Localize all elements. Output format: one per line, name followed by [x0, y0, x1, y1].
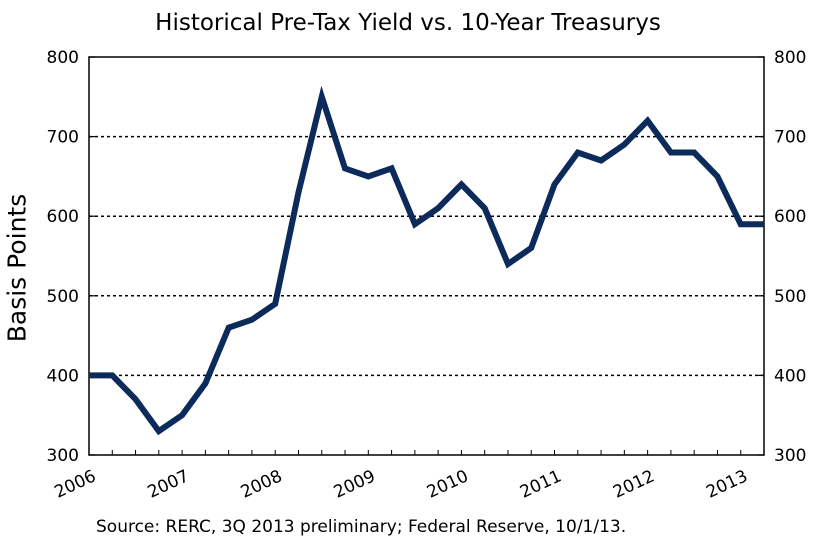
y-tick-label-left: 500: [47, 287, 79, 307]
y-ticks-left: 300 400 500 600 700 800: [47, 48, 95, 466]
y-tick-label-right: 600: [774, 207, 806, 227]
chart-title: Historical Pre-Tax Yield vs. 10-Year Tre…: [155, 10, 661, 36]
x-tick-label-2012: 2012: [610, 466, 658, 502]
y-tick-label-left: 300: [47, 446, 79, 466]
x-tick-label-2006: 2006: [52, 466, 100, 502]
series-line-0: [89, 85, 764, 436]
y-tick-label-left: 800: [47, 48, 79, 68]
x-tick-label-2010: 2010: [424, 466, 472, 502]
x-tick-label-2013: 2013: [703, 466, 751, 502]
x-tick-label-2009: 2009: [331, 466, 379, 502]
x-tick-label-2008: 2008: [238, 466, 286, 502]
y-tick-label-right: 500: [774, 287, 806, 307]
y-tick-label-left: 600: [47, 207, 79, 227]
y-tick-label-right: 800: [774, 48, 806, 68]
y-tick-label-left: 700: [47, 128, 79, 148]
y-ticks-right: 300 400 500 600 700 800: [758, 48, 806, 466]
x-tick-label-2007: 2007: [145, 466, 193, 502]
y-tick-label-left: 400: [47, 366, 79, 386]
y-tick-label-right: 300: [774, 446, 806, 466]
x-ticks: 2006 2007 2008 2009 2010 2011 2012 2013: [52, 450, 765, 503]
x-tick-label-2011: 2011: [517, 466, 565, 502]
y-tick-label-right: 400: [774, 366, 806, 386]
grid-lines: [89, 135, 764, 377]
plot-frame: [88, 56, 765, 456]
series-group: [89, 85, 764, 436]
y-tick-label-right: 700: [774, 128, 806, 148]
source-note: Source: RERC, 3Q 2013 preliminary; Feder…: [96, 517, 627, 537]
